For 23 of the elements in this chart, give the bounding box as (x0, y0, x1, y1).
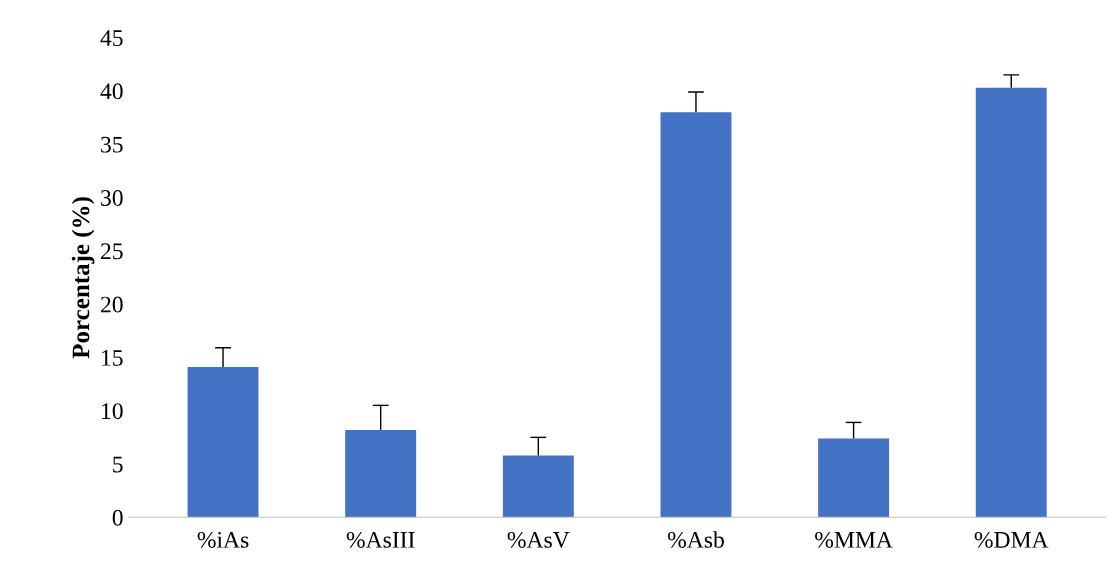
y-axis-title: Porcentaje (%) (71, 197, 95, 359)
y-tick-label: 5 (113, 456, 123, 473)
x-tick-label: %iAs (197, 531, 249, 548)
bar (187, 366, 259, 518)
bar (660, 112, 732, 518)
bar (975, 87, 1047, 518)
bar (818, 438, 890, 518)
x-tick-label: %DMA (974, 531, 1049, 548)
y-tick-label: 35 (101, 136, 123, 153)
x-tick-label: %Asb (667, 531, 724, 548)
bar (502, 455, 574, 518)
y-tick-label: 45 (100, 30, 123, 46)
y-tick-label: 10 (102, 403, 123, 420)
y-tick-label: 25 (101, 243, 123, 260)
y-tick-label: 0 (112, 509, 123, 526)
x-tick-label: %AsIII (346, 531, 415, 548)
y-tick-label: 20 (101, 296, 123, 313)
y-tick-label: 15 (102, 350, 123, 366)
bar (345, 429, 417, 518)
x-tick-label: %AsV (507, 531, 570, 548)
x-tick-label: %MMA (815, 531, 893, 548)
y-tick-label: 40 (100, 83, 123, 100)
y-tick-label: 30 (101, 189, 123, 206)
